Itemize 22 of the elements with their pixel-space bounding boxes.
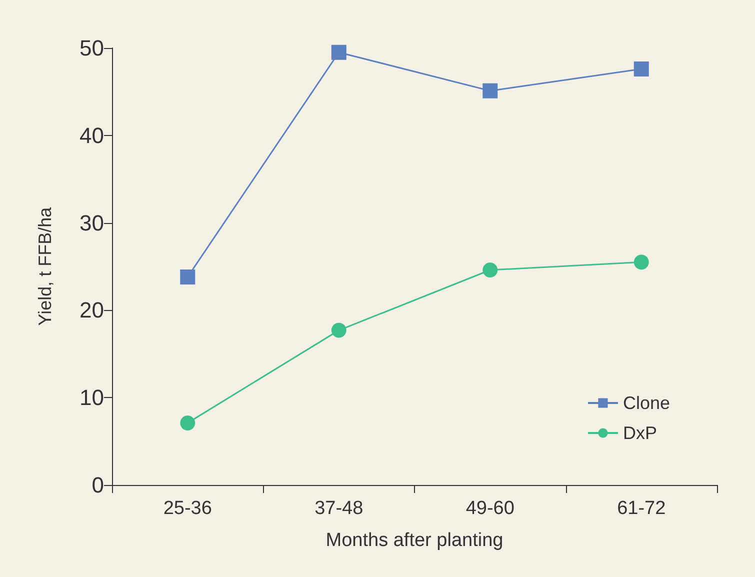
point (482, 262, 498, 278)
y-tick-label: 20 (80, 298, 104, 323)
x-tick-label: 37-48 (314, 498, 364, 519)
y-tick-label: 50 (80, 36, 104, 60)
point (331, 322, 346, 338)
y-tick-label: 10 (80, 385, 104, 410)
point (634, 61, 649, 76)
y-tick-label: 40 (80, 122, 104, 148)
point (634, 254, 649, 270)
point (482, 83, 498, 98)
point (331, 44, 346, 60)
point (180, 415, 196, 430)
point (180, 269, 196, 284)
x-axis-title: Months after planting (326, 530, 504, 551)
y-axis-title: Yield, t FFB/ha (35, 206, 55, 326)
x-tick-label: 25-36 (163, 498, 212, 519)
y-tick-label: 0 (92, 472, 104, 498)
legend-label: DxP (622, 423, 657, 443)
x-tick-label: 61-72 (617, 498, 666, 519)
x-tick-label: 49-60 (466, 498, 514, 519)
y-tick-label: 30 (80, 210, 104, 236)
legend-label: Clone (622, 393, 670, 413)
